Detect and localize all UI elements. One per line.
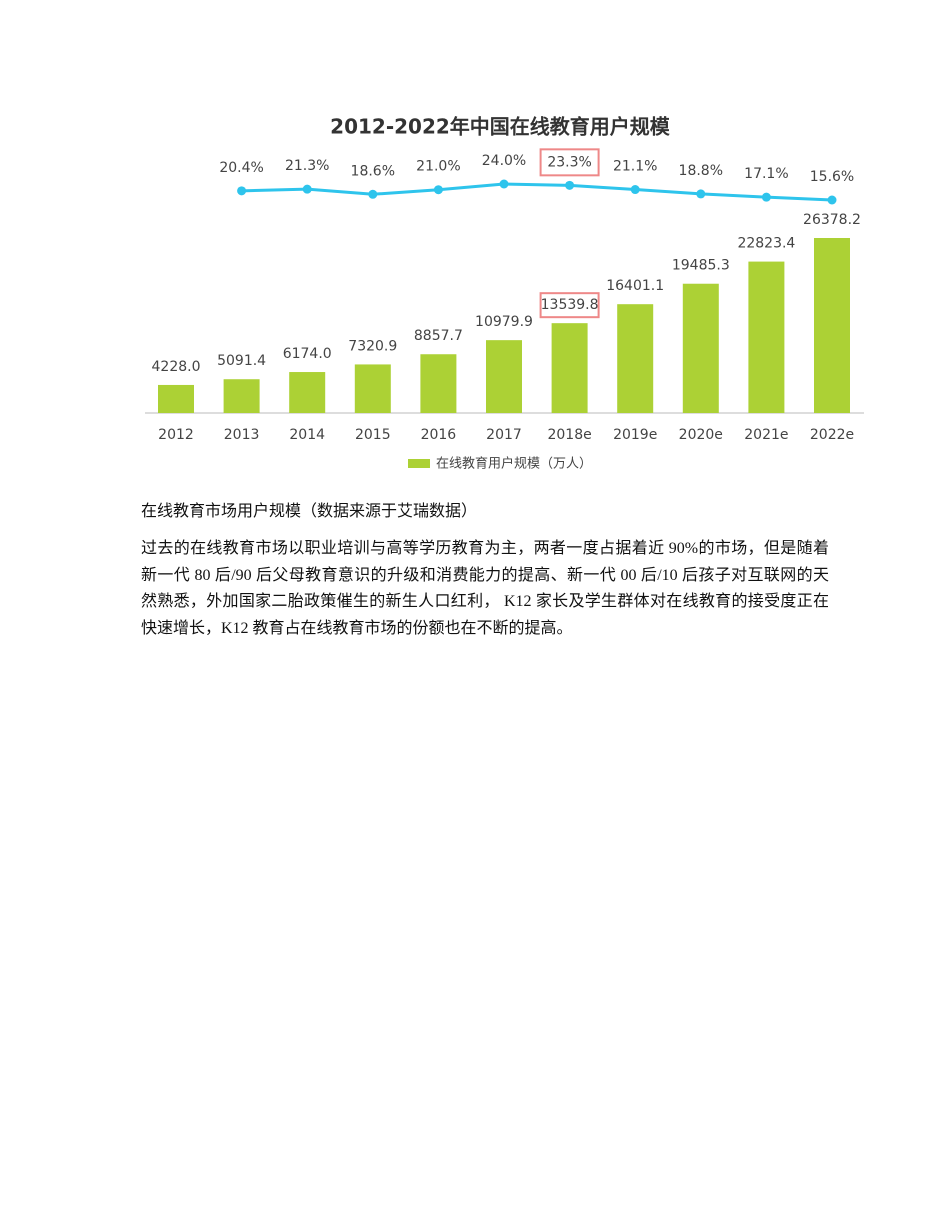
growth-point [368, 189, 378, 199]
bar [354, 364, 391, 413]
growth-label: 24.0% [482, 153, 526, 169]
growth-point [237, 186, 247, 196]
growth-point [433, 185, 443, 195]
growth-label: 21.1% [613, 159, 657, 175]
bar-value-label: 8857.7 [414, 328, 463, 344]
bar [420, 354, 457, 413]
growth-point [302, 184, 312, 194]
bar [289, 372, 326, 413]
bar [486, 340, 522, 413]
bar-value-label: 13539.8 [541, 297, 599, 313]
highlight-box [539, 148, 600, 177]
x-tick-label: 2013 [224, 427, 260, 443]
bar-value-label: 10979.9 [475, 314, 533, 330]
bar [748, 261, 785, 413]
bar [617, 304, 654, 413]
bar-value-label: 16401.1 [606, 278, 664, 294]
x-tick-label: 2021e [744, 427, 788, 443]
growth-label: 21.0% [416, 159, 460, 175]
growth-label: 17.1% [744, 166, 788, 182]
x-tick-label: 2017 [486, 427, 522, 443]
x-tick-label: 2015 [355, 427, 391, 443]
growth-label: 18.6% [351, 163, 395, 179]
growth-point [827, 195, 837, 205]
growth-point [499, 179, 509, 189]
bar-value-label: 26378.2 [803, 212, 861, 228]
legend-swatch [408, 459, 430, 468]
bar-value-label: 6174.0 [283, 346, 332, 362]
x-tick-label: 2016 [421, 427, 457, 443]
bar-value-label: 22823.4 [737, 236, 795, 252]
bar-value-label: 19485.3 [672, 258, 730, 274]
bar [551, 323, 588, 413]
growth-label: 15.6% [810, 169, 854, 185]
growth-point [761, 192, 771, 202]
growth-point [696, 189, 706, 199]
growth-line [241, 182, 833, 202]
x-tick-label: 2018e [547, 427, 591, 443]
bar [814, 238, 850, 413]
bar-value-label: 4228.0 [152, 359, 201, 375]
bar [223, 379, 260, 413]
growth-point [565, 180, 575, 190]
bar-value-label: 5091.4 [217, 353, 266, 369]
x-tick-label: 2022e [810, 427, 854, 443]
bar [682, 283, 719, 413]
growth-label: 20.4% [219, 160, 263, 176]
growth-label: 21.3% [285, 158, 329, 174]
bar [158, 384, 194, 413]
x-tick-label: 2014 [289, 427, 325, 443]
growth-label: 23.3% [547, 154, 591, 170]
growth-label: 18.8% [679, 163, 723, 179]
x-tick-label: 2020e [679, 427, 723, 443]
caption: 在线教育市场用户规模（数据来源于艾瑞数据） [141, 503, 478, 520]
chart: 2012-2022年中国在线教育用户规模 在线教育用户规模（万人） 2012 42… [145, 115, 864, 472]
chart-title: 2012-2022年中国在线教育用户规模 [330, 115, 671, 139]
growth-point [630, 185, 640, 195]
highlight-box [539, 292, 600, 319]
bar-value-label: 7320.9 [348, 338, 397, 354]
legend-label: 在线教育用户规模（万人） [436, 456, 592, 472]
x-tick-label: 2019e [613, 427, 657, 443]
paragraph: 过去的在线教育市场以职业培训与高等学历教育为主，两者一度占据着近 90%的市场，… [141, 540, 829, 637]
x-tick-label: 2012 [158, 427, 194, 443]
